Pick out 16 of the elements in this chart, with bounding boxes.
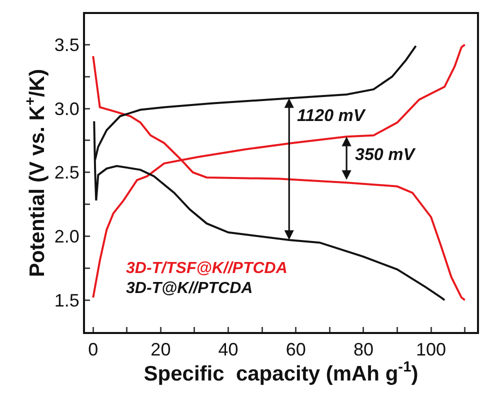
y-tick-label: 2.5 [54, 162, 80, 183]
y-tick-label: 3.0 [54, 98, 80, 119]
x-tick-label: 40 [218, 340, 238, 360]
annotation: 1120 mV [297, 106, 366, 125]
y-tick-label: 2.0 [54, 226, 80, 247]
text: 3D-T/TSF@K//PTCDA [126, 260, 288, 277]
x-tick-label: 60 [286, 340, 306, 360]
x-axis-title: Specific capacity (mAh g$^{-1}$) [144, 360, 418, 386]
text: 3D-T@K//PTCDA [126, 280, 253, 297]
x-tick-label: 0 [88, 340, 98, 360]
x-tick-label: 20 [150, 340, 171, 360]
annotation: 350 mV [355, 145, 416, 164]
x-tick-label: 100 [416, 340, 446, 360]
y-tick-label: 3.5 [54, 34, 80, 55]
x-tick-label: 80 [353, 340, 374, 360]
y-tick-label: 1.5 [54, 290, 80, 310]
